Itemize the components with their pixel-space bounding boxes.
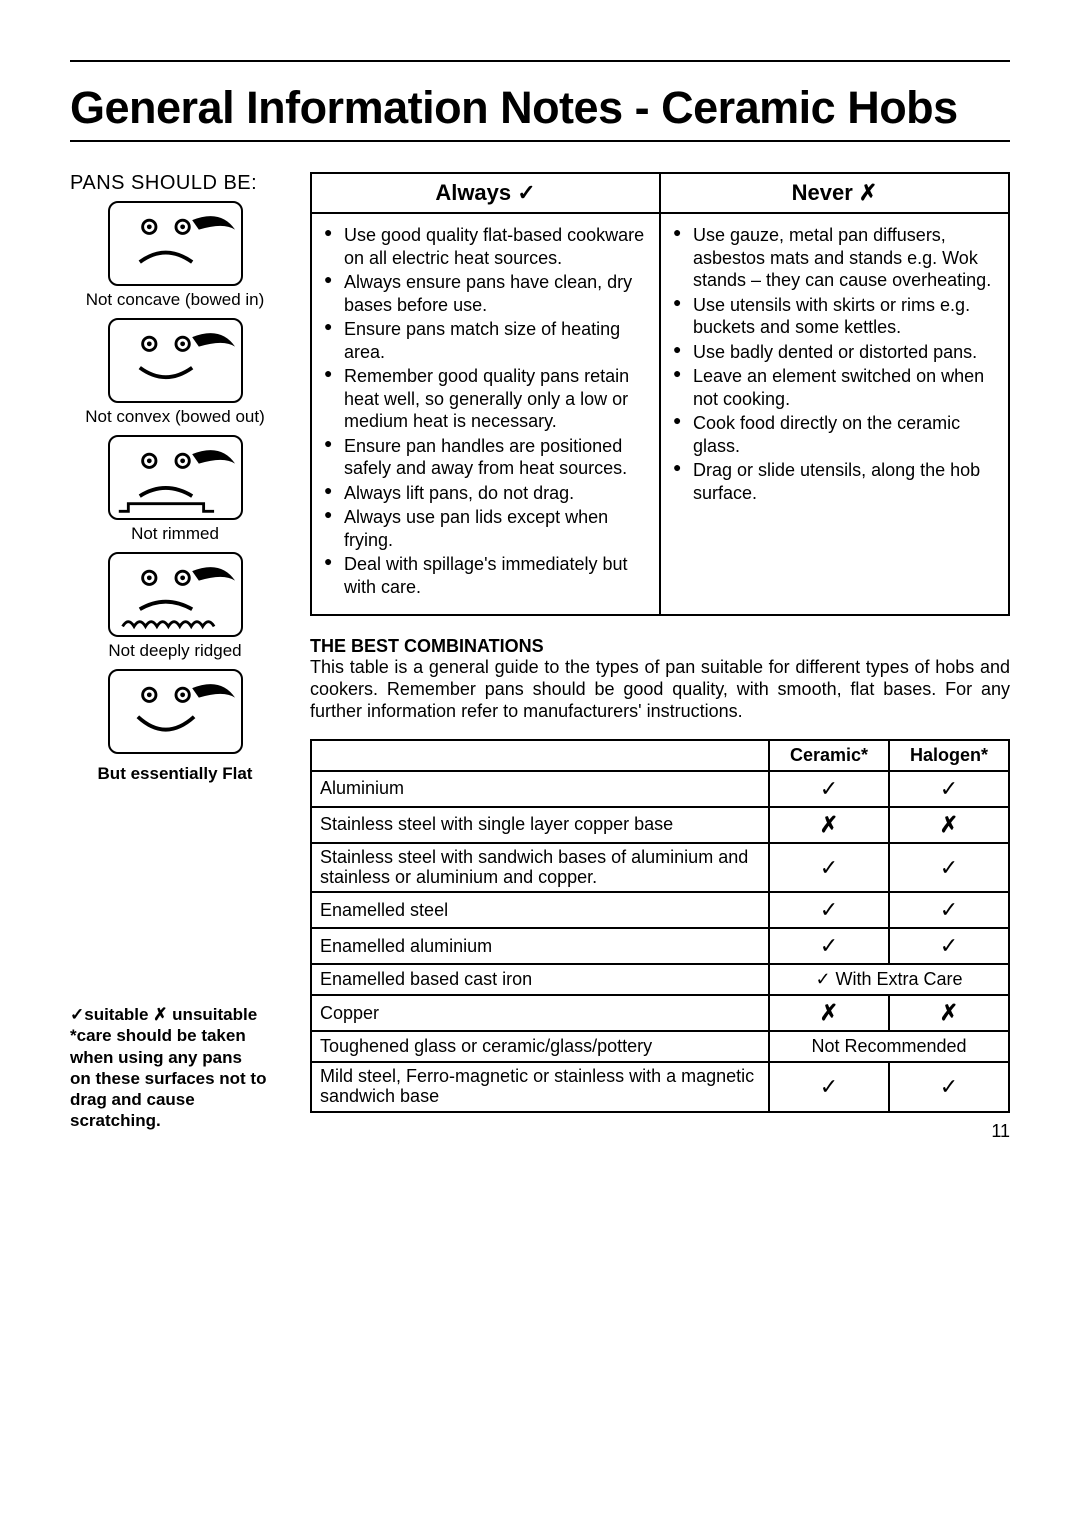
table-blank-header (311, 740, 769, 771)
table-row: Stainless steel with sandwich bases of a… (311, 843, 1009, 893)
page-number: 11 (310, 1121, 1010, 1142)
always-item: Always lift pans, do not drag. (324, 482, 651, 505)
table-row: Copper✗✗ (311, 995, 1009, 1031)
legend-line: drag and cause (70, 1090, 195, 1109)
pan-item: Not concave (bowed in) (70, 201, 280, 310)
halogen-cell: ✓ (889, 1062, 1009, 1112)
table-row: Enamelled steel✓✓ (311, 892, 1009, 928)
top-rule (70, 60, 1010, 62)
pan-item: Not deeply ridged (70, 552, 280, 661)
title-underline (70, 140, 1010, 142)
legend-line: on these surfaces not to (70, 1069, 266, 1088)
ceramic-cell: ✓ (769, 843, 889, 893)
halogen-cell: ✓ (889, 928, 1009, 964)
pan-item: Not rimmed (70, 435, 280, 544)
material-cell: Toughened glass or ceramic/glass/pottery (311, 1031, 769, 1062)
table-row: Toughened glass or ceramic/glass/pottery… (311, 1031, 1009, 1062)
pan-rimmed-icon (108, 435, 243, 520)
table-col-halogen: Halogen* (889, 740, 1009, 771)
halogen-cell: ✓ (889, 843, 1009, 893)
combo-intro: This table is a general guide to the typ… (310, 657, 1010, 723)
pan-concave-icon (108, 201, 243, 286)
always-header: Always ✓ (311, 173, 660, 213)
always-item: Always use pan lids except when frying. (324, 506, 651, 551)
always-item: Use good quality flat-based cookware on … (324, 224, 651, 269)
combo-heading: THE BEST COMBINATIONS (310, 636, 1010, 657)
material-cell: Enamelled aluminium (311, 928, 769, 964)
pan-caption: Not concave (bowed in) (70, 290, 280, 310)
ceramic-cell: ✓ (769, 928, 889, 964)
page-title: General Information Notes - Ceramic Hobs (70, 82, 1010, 134)
never-item: Use badly dented or distorted pans. (673, 341, 1000, 364)
pan-ridged-icon (108, 552, 243, 637)
content-grid: PANS SHOULD BE: Not concave (bowed in) (70, 172, 1010, 1142)
never-item: Drag or slide utensils, along the hob su… (673, 459, 1000, 504)
ceramic-cell: ✓ (769, 1062, 889, 1112)
legend-line: ✓suitable ✗ unsuitable (70, 1005, 257, 1024)
material-cell: Stainless steel with sandwich bases of a… (311, 843, 769, 893)
pan-caption: Not deeply ridged (70, 641, 280, 661)
always-item: Deal with spillage's immediately but wit… (324, 553, 651, 598)
never-cell: Use gauze, metal pan diffusers, asbestos… (660, 213, 1009, 615)
always-never-table: Always ✓ Never ✗ Use good quality flat-b… (310, 172, 1010, 616)
never-item: Use gauze, metal pan diffusers, asbestos… (673, 224, 1000, 292)
pan-flat-caption: But essentially Flat (70, 764, 280, 784)
material-cell: Stainless steel with single layer copper… (311, 807, 769, 843)
never-header: Never ✗ (660, 173, 1009, 213)
material-cell: Mild steel, Ferro-magnetic or stainless … (311, 1062, 769, 1112)
always-cell: Use good quality flat-based cookware on … (311, 213, 660, 615)
ceramic-cell: ✗ (769, 807, 889, 843)
pans-heading: PANS SHOULD BE: (70, 172, 280, 195)
always-item: Ensure pan handles are positioned safely… (324, 435, 651, 480)
legend-line: *care should be taken (70, 1026, 246, 1045)
table-row: Aluminium✓✓ (311, 771, 1009, 807)
always-list: Use good quality flat-based cookware on … (320, 224, 651, 598)
halogen-cell: ✓ (889, 771, 1009, 807)
right-column: Always ✓ Never ✗ Use good quality flat-b… (310, 172, 1010, 1142)
halogen-cell: ✓ (889, 892, 1009, 928)
table-col-ceramic: Ceramic* (769, 740, 889, 771)
legend-line: when using any pans (70, 1048, 242, 1067)
always-item: Remember good quality pans retain heat w… (324, 365, 651, 433)
table-row: Mild steel, Ferro-magnetic or stainless … (311, 1062, 1009, 1112)
pan-convex-icon (108, 318, 243, 403)
pan-item: Not convex (bowed out) (70, 318, 280, 427)
never-item: Use utensils with skirts or rims e.g. bu… (673, 294, 1000, 339)
pan-caption: Not rimmed (70, 524, 280, 544)
ceramic-cell: ✓ (769, 892, 889, 928)
legend-text: ✓suitable ✗ unsuitable *care should be t… (70, 1004, 280, 1132)
legend-line: scratching. (70, 1111, 161, 1130)
pan-caption: Not convex (bowed out) (70, 407, 280, 427)
never-item: Leave an element switched on when not co… (673, 365, 1000, 410)
table-row: Enamelled aluminium✓✓ (311, 928, 1009, 964)
never-list: Use gauze, metal pan diffusers, asbestos… (669, 224, 1000, 504)
never-item: Cook food directly on the ceramic glass. (673, 412, 1000, 457)
ceramic-cell: ✓ (769, 771, 889, 807)
table-row: Enamelled based cast iron✓ With Extra Ca… (311, 964, 1009, 995)
material-cell: Aluminium (311, 771, 769, 807)
combinations-table: Ceramic* Halogen* Aluminium✓✓Stainless s… (310, 739, 1010, 1113)
pan-item: But essentially Flat (70, 669, 280, 784)
pan-flat-icon (108, 669, 243, 754)
merged-cell: Not Recommended (769, 1031, 1009, 1062)
material-cell: Enamelled based cast iron (311, 964, 769, 995)
material-cell: Copper (311, 995, 769, 1031)
left-column: PANS SHOULD BE: Not concave (bowed in) (70, 172, 280, 1142)
merged-cell: ✓ With Extra Care (769, 964, 1009, 995)
halogen-cell: ✗ (889, 807, 1009, 843)
ceramic-cell: ✗ (769, 995, 889, 1031)
always-item: Ensure pans match size of heating area. (324, 318, 651, 363)
material-cell: Enamelled steel (311, 892, 769, 928)
always-item: Always ensure pans have clean, dry bases… (324, 271, 651, 316)
halogen-cell: ✗ (889, 995, 1009, 1031)
table-row: Stainless steel with single layer copper… (311, 807, 1009, 843)
